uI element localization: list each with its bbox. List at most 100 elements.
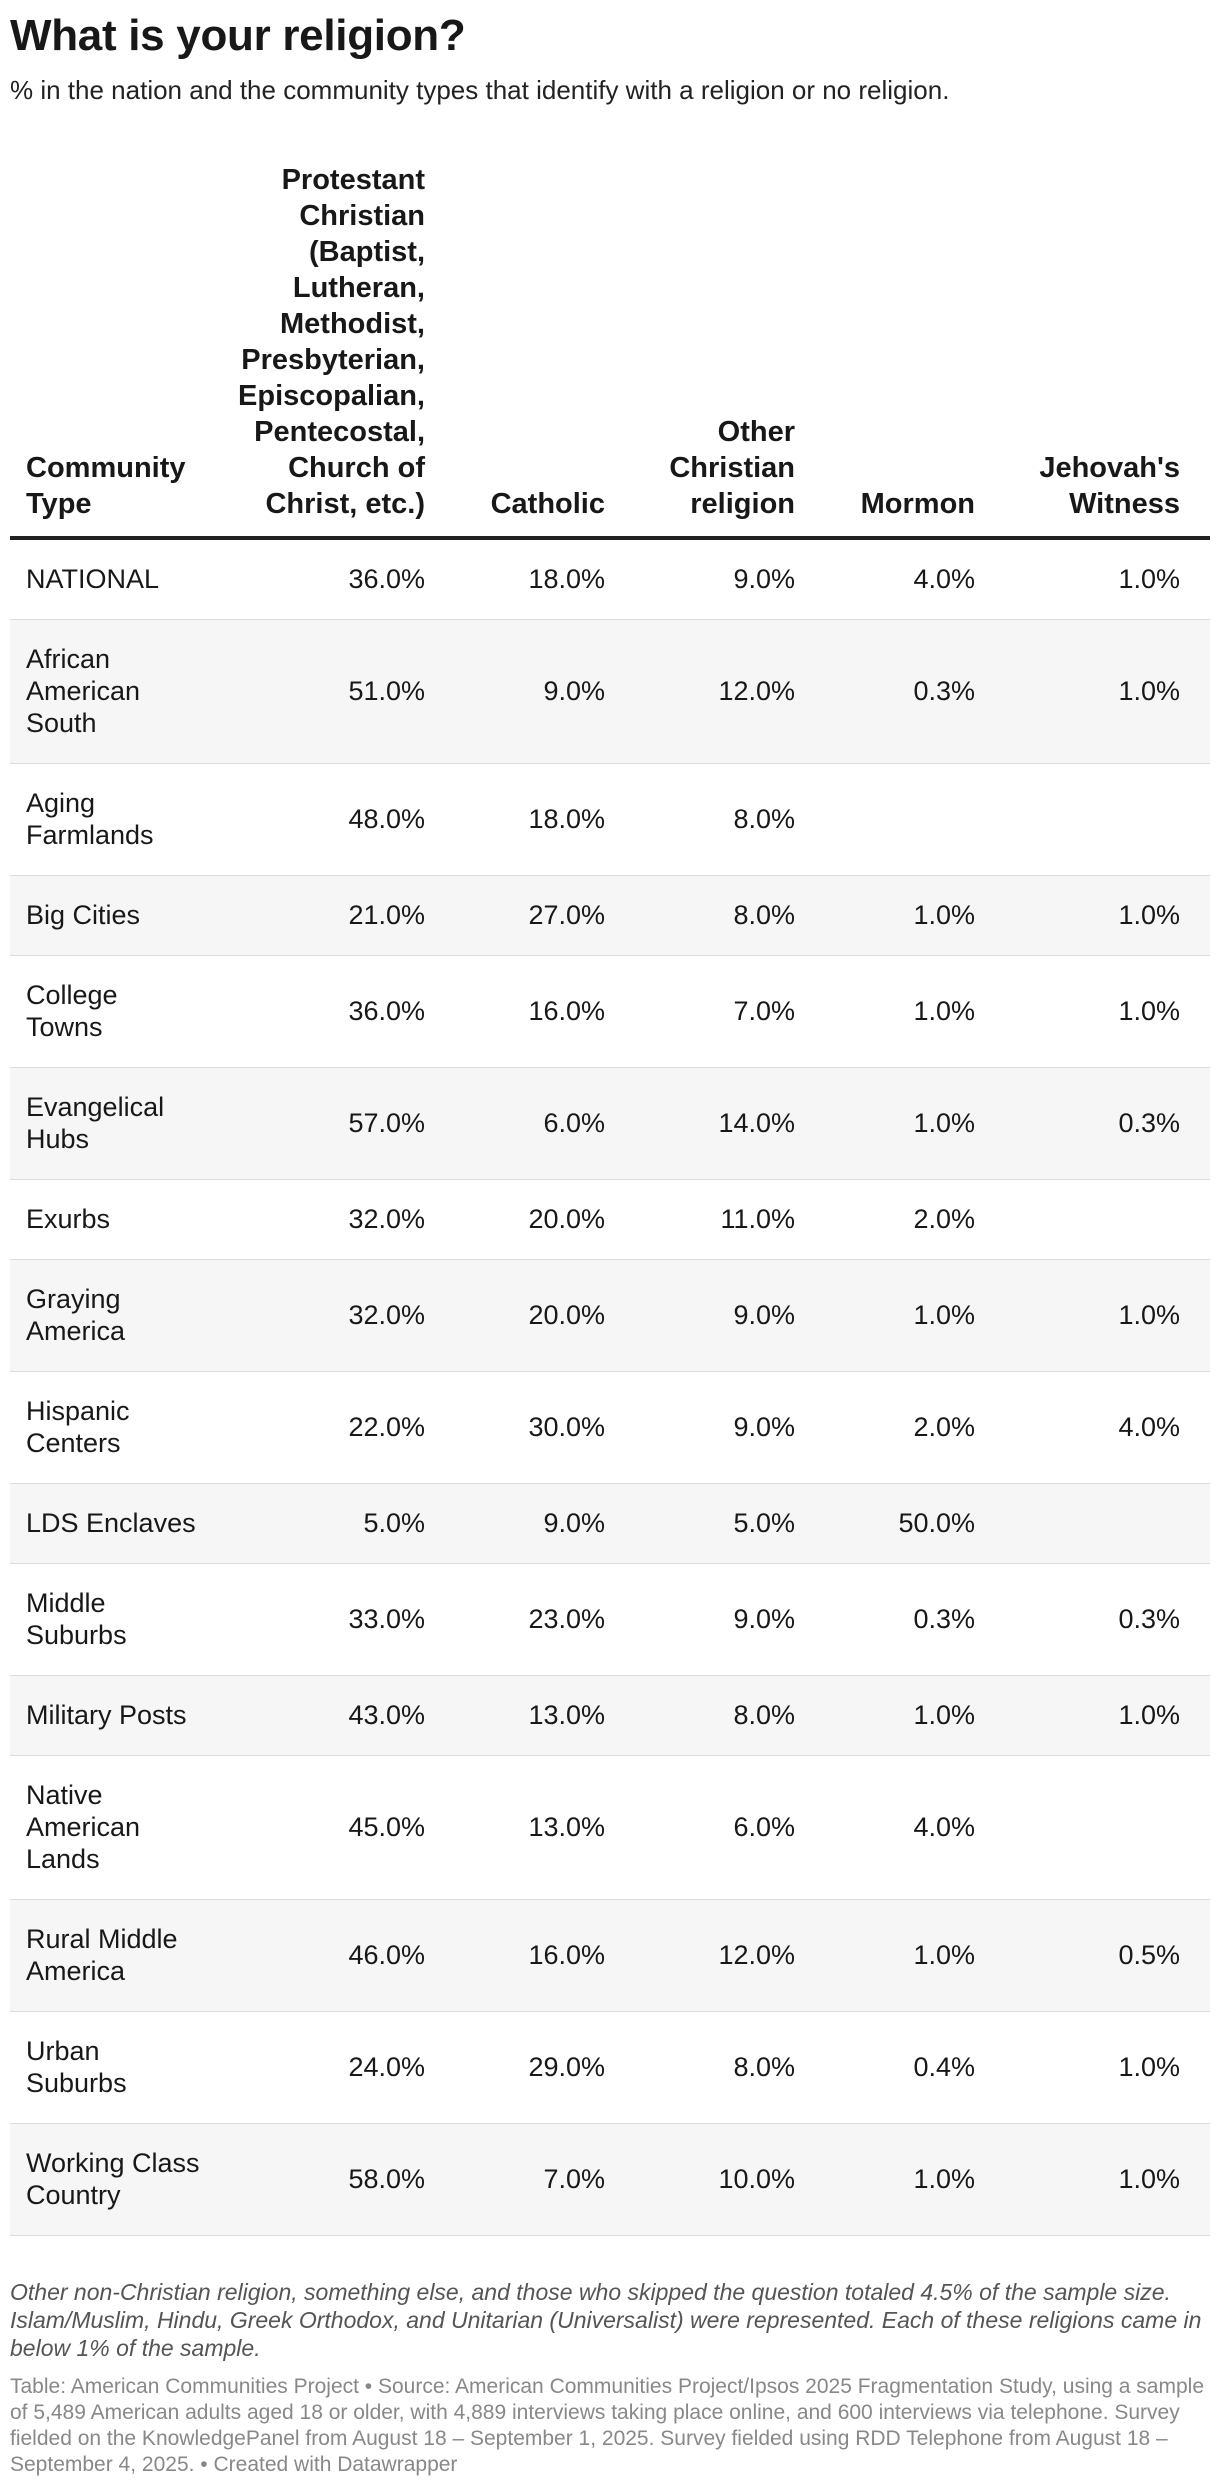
community-type-cell: Hispanic Centers <box>10 1371 230 1484</box>
value-cell: 8.0% <box>635 763 825 876</box>
value-cell: 22.0% <box>230 1371 455 1484</box>
column-header[interactable]: Catholic <box>455 162 635 540</box>
table-row: NATIONAL 36.0% 18.0% 9.0% 4.0% 1.0% <box>10 538 1210 620</box>
value-cell: 1.0% <box>825 2123 1005 2236</box>
value-cell: 20.0% <box>455 1179 635 1260</box>
table-row: Aging Farmlands 48.0% 18.0% 8.0% <box>10 763 1210 876</box>
value-cell: 36.0% <box>230 538 455 620</box>
value-cell: 9.0% <box>635 538 825 620</box>
value-cell <box>1005 1179 1210 1260</box>
community-type-cell: Middle Suburbs <box>10 1563 230 1676</box>
chart-subtitle: % in the nation and the community types … <box>10 75 950 105</box>
value-cell: 23.0% <box>455 1563 635 1676</box>
table-row: African American South 51.0% 9.0% 12.0% 0.3%… <box>10 619 1210 764</box>
value-cell: 4.0% <box>825 1755 1005 1900</box>
value-cell: 5.0% <box>635 1483 825 1564</box>
community-type-cell: African American South <box>10 619 230 764</box>
value-cell: 43.0% <box>230 1675 455 1756</box>
value-cell: 13.0% <box>455 1755 635 1900</box>
value-cell: 24.0% <box>230 2011 455 2124</box>
table-footer: Table: American Communities Project • So… <box>10 2375 1205 2476</box>
value-cell: 20.0% <box>455 1259 635 1372</box>
value-cell: 7.0% <box>635 955 825 1068</box>
community-type-cell: Evangelical Hubs <box>10 1067 230 1180</box>
chart-title: What is your religion? <box>10 11 466 60</box>
value-cell: 29.0% <box>455 2011 635 2124</box>
table-row: Urban Suburbs 24.0% 29.0% 8.0% 0.4% 1.0% <box>10 2011 1210 2124</box>
table-row: Evangelical Hubs 57.0% 6.0% 14.0% 1.0% 0.3% <box>10 1067 1210 1180</box>
value-cell: 1.0% <box>1005 538 1210 620</box>
value-cell: 33.0% <box>230 1563 455 1676</box>
value-cell: 0.3% <box>1005 1563 1210 1676</box>
value-cell: 27.0% <box>455 875 635 956</box>
value-cell: 48.0% <box>230 763 455 876</box>
community-type-cell: College Towns <box>10 955 230 1068</box>
table-row: Middle Suburbs 33.0% 23.0% 9.0% 0.3% 0.3% <box>10 1563 1210 1676</box>
value-cell: 1.0% <box>825 1675 1005 1756</box>
data-table: Community Type Protestant Christian (Bap… <box>10 162 1210 2236</box>
value-cell: 13.0% <box>455 1675 635 1756</box>
value-cell: 8.0% <box>635 1675 825 1756</box>
value-cell: 0.3% <box>825 619 1005 764</box>
value-cell: 9.0% <box>455 619 635 764</box>
value-cell <box>1005 1483 1210 1564</box>
value-cell: 51.0% <box>230 619 455 764</box>
table-header-row: Community Type Protestant Christian (Bap… <box>10 162 1210 540</box>
value-cell: 10.0% <box>635 2123 825 2236</box>
value-cell: 1.0% <box>825 1259 1005 1372</box>
value-cell: 45.0% <box>230 1755 455 1900</box>
value-cell: 36.0% <box>230 955 455 1068</box>
value-cell: 2.0% <box>825 1371 1005 1484</box>
value-cell: 1.0% <box>1005 1675 1210 1756</box>
value-cell: 0.5% <box>1005 1899 1210 2012</box>
value-cell: 0.3% <box>825 1563 1005 1676</box>
value-cell: 1.0% <box>825 1067 1005 1180</box>
table-row: Hispanic Centers 22.0% 30.0% 9.0% 2.0% 4.0% <box>10 1371 1210 1484</box>
value-cell: 1.0% <box>825 955 1005 1068</box>
value-cell <box>825 763 1005 876</box>
value-cell: 9.0% <box>635 1259 825 1372</box>
column-header[interactable]: Mormon <box>825 162 1005 540</box>
value-cell: 32.0% <box>230 1259 455 1372</box>
community-type-cell: NATIONAL <box>10 538 230 620</box>
column-header[interactable]: Protestant Christian (Baptist, Lutheran,… <box>230 162 455 540</box>
value-cell: 1.0% <box>1005 955 1210 1068</box>
community-type-cell: LDS Enclaves <box>10 1483 230 1564</box>
table-row: Big Cities 21.0% 27.0% 8.0% 1.0% 1.0% <box>10 875 1210 956</box>
table-row: College Towns 36.0% 16.0% 7.0% 1.0% 1.0% <box>10 955 1210 1068</box>
table-row: Military Posts 43.0% 13.0% 8.0% 1.0% 1.0% <box>10 1675 1210 1756</box>
value-cell: 1.0% <box>1005 875 1210 956</box>
community-type-cell: Exurbs <box>10 1179 230 1260</box>
value-cell: 1.0% <box>825 1899 1005 2012</box>
value-cell <box>1005 763 1210 876</box>
community-type-cell: Working Class Country <box>10 2123 230 2236</box>
value-cell: 1.0% <box>825 875 1005 956</box>
value-cell: 4.0% <box>1005 1371 1210 1484</box>
value-cell: 30.0% <box>455 1371 635 1484</box>
table-row: Native American Lands 45.0% 13.0% 6.0% 4.0% <box>10 1755 1210 1900</box>
column-header[interactable]: Jehovah's Witness <box>1005 162 1210 540</box>
value-cell: 16.0% <box>455 1899 635 2012</box>
column-header[interactable]: Community Type <box>10 162 230 540</box>
value-cell: 9.0% <box>635 1563 825 1676</box>
column-header[interactable]: Other Christian religion <box>635 162 825 540</box>
table-row: Working Class Country 58.0% 7.0% 10.0% 1.0% 1… <box>10 2123 1210 2236</box>
value-cell: 18.0% <box>455 538 635 620</box>
value-cell: 11.0% <box>635 1179 825 1260</box>
community-type-cell: Military Posts <box>10 1675 230 1756</box>
value-cell: 12.0% <box>635 619 825 764</box>
value-cell: 21.0% <box>230 875 455 956</box>
value-cell: 46.0% <box>230 1899 455 2012</box>
value-cell: 58.0% <box>230 2123 455 2236</box>
value-cell: 4.0% <box>825 538 1005 620</box>
value-cell: 8.0% <box>635 875 825 956</box>
value-cell: 18.0% <box>455 763 635 876</box>
value-cell: 1.0% <box>1005 619 1210 764</box>
value-cell: 16.0% <box>455 955 635 1068</box>
value-cell: 5.0% <box>230 1483 455 1564</box>
table-notes: Other non-Christian religion, something … <box>10 2279 1202 2361</box>
community-type-cell: Big Cities <box>10 875 230 956</box>
value-cell: 0.4% <box>825 2011 1005 2124</box>
table-body: NATIONAL 36.0% 18.0% 9.0% 4.0% 1.0% African Am… <box>10 538 1210 2236</box>
